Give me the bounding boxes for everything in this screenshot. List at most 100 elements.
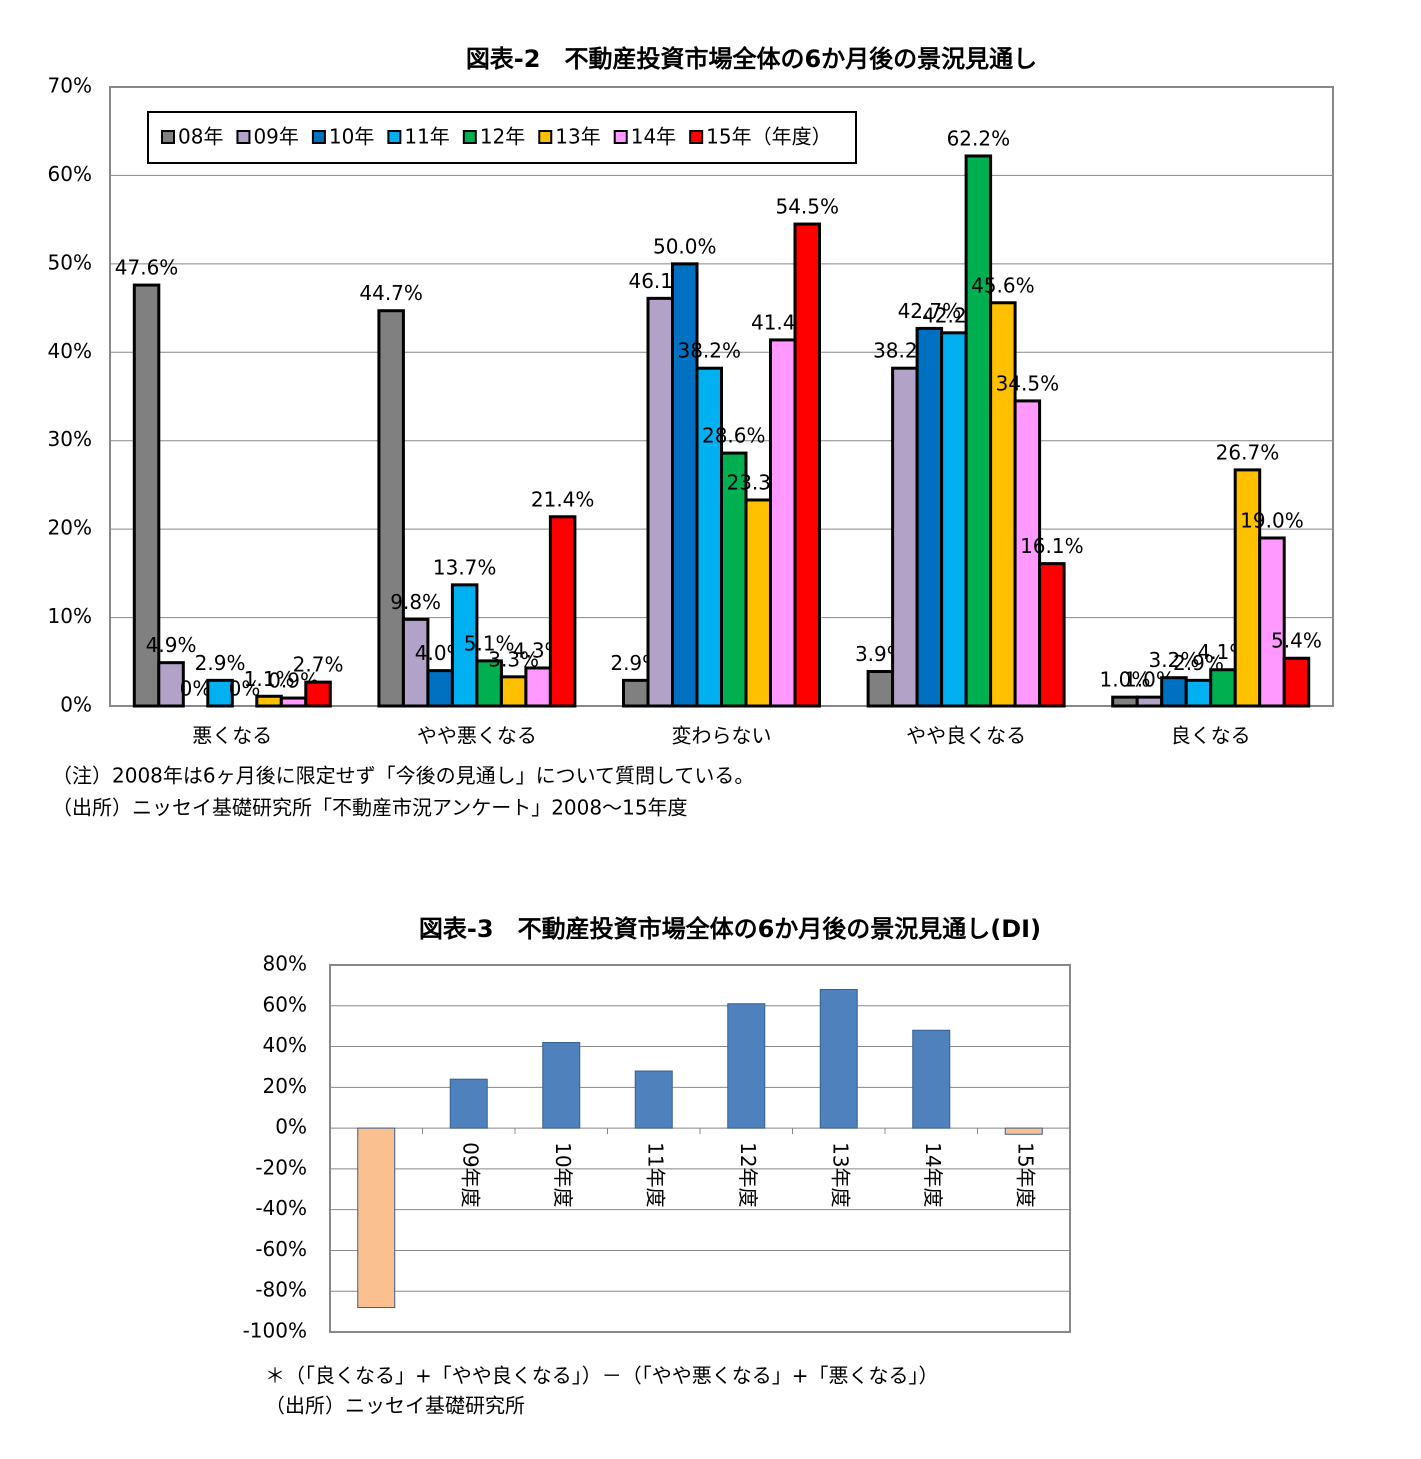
- x-tick-label: 10年度: [551, 1142, 575, 1207]
- x-tick-label: やや悪くなる: [417, 724, 537, 748]
- data-label: 4.9%: [146, 633, 197, 657]
- x-tick-label: 13年度: [828, 1142, 852, 1207]
- bar: [1282, 656, 1311, 708]
- data-label: 16.1%: [1020, 534, 1084, 558]
- bar: [1111, 695, 1139, 708]
- bar: [1209, 668, 1237, 708]
- y-tick-label: -20%: [255, 1155, 307, 1179]
- data-label: 50.0%: [653, 234, 717, 258]
- legend-swatch: [613, 130, 628, 144]
- y-tick-label: 10%: [48, 604, 92, 628]
- y-tick-label: 0%: [275, 1115, 307, 1139]
- bar: [475, 659, 503, 708]
- legend-label: 15年（年度）: [706, 125, 831, 149]
- bar: [548, 515, 577, 708]
- bar: [769, 338, 797, 708]
- y-tick-label: 80%: [263, 952, 307, 976]
- data-label: 0%: [180, 677, 212, 701]
- legend-swatch: [462, 130, 477, 144]
- note: （出所）ニッセイ基礎研究所: [265, 1394, 525, 1418]
- bar: [132, 283, 161, 708]
- x-tick-label: 悪くなる: [192, 724, 272, 748]
- data-label: 28.6%: [702, 424, 766, 448]
- data-label: 5.1%: [464, 631, 515, 655]
- data-label: 2.7%: [293, 653, 344, 677]
- bar: [279, 696, 308, 708]
- y-tick-label: 50%: [48, 250, 92, 274]
- bar: [720, 451, 748, 708]
- x-tick-label: 12年度: [736, 1142, 760, 1207]
- bar: [304, 680, 332, 708]
- data-label: 38.2%: [677, 339, 741, 363]
- bar: [989, 301, 1017, 708]
- bar: [1135, 695, 1164, 708]
- data-label: 34.5%: [996, 371, 1060, 395]
- bar: [1013, 399, 1042, 708]
- bar: [157, 661, 185, 708]
- note: （出所）ニッセイ基礎研究所「不動産市況アンケート」2008～15年度: [52, 796, 688, 820]
- data-label: 21.4%: [531, 487, 595, 511]
- note: ＊（「良くなる」+「やや良くなる」）－（「やや悪くなる」+「悪くなる」）: [265, 1364, 939, 1388]
- x-tick-label: 09年度: [458, 1142, 482, 1207]
- y-tick-label: 0%: [60, 693, 92, 717]
- legend-label: 10年: [329, 125, 374, 149]
- bar: [819, 988, 858, 1129]
- legend-label: 12年: [480, 125, 525, 149]
- data-label: 3.2%: [1149, 648, 1200, 672]
- y-tick-label: 40%: [48, 339, 92, 363]
- chart-title: 図表-3 不動産投資市場全体の6か月後の景況見通し(DI): [419, 915, 1041, 943]
- x-tick-label: 15年度: [1013, 1142, 1037, 1207]
- bar: [1038, 562, 1066, 708]
- bar: [255, 694, 283, 708]
- bar: [646, 296, 674, 708]
- data-label: 1.1%: [244, 667, 295, 691]
- bar: [891, 366, 919, 708]
- legend-label: 08年: [178, 125, 223, 149]
- bar: [912, 1029, 951, 1129]
- data-label: 44.7%: [359, 281, 423, 305]
- x-tick-label: やや良くなる: [906, 724, 1026, 748]
- bar: [1233, 468, 1262, 708]
- plot-frame: [329, 964, 1071, 1333]
- data-label: 45.6%: [971, 273, 1035, 297]
- legend-swatch: [689, 130, 704, 144]
- bar: [357, 1127, 396, 1309]
- y-tick-label: 70%: [48, 74, 92, 98]
- bar: [622, 678, 650, 708]
- bar: [524, 666, 552, 708]
- data-label: 5.4%: [1271, 629, 1322, 653]
- legend-swatch: [236, 130, 251, 144]
- data-label: 47.6%: [115, 256, 179, 280]
- data-label: 54.5%: [775, 195, 839, 219]
- legend-swatch: [538, 130, 553, 144]
- legend-swatch: [311, 130, 326, 144]
- bar: [401, 617, 430, 708]
- bar: [793, 222, 821, 708]
- bar: [727, 1003, 766, 1129]
- bar: [940, 331, 968, 708]
- legend-label: 14年: [631, 125, 676, 149]
- y-tick-label: 30%: [48, 427, 92, 451]
- data-label: 0%: [229, 677, 261, 701]
- legend-swatch: [387, 130, 402, 144]
- x-tick-label: 良くなる: [1171, 724, 1251, 748]
- bar: [206, 678, 234, 708]
- bar: [671, 262, 699, 708]
- bar: [377, 309, 405, 708]
- data-label: 26.7%: [1216, 440, 1280, 464]
- x-tick-label: 11年度: [643, 1142, 667, 1207]
- bar: [499, 675, 528, 708]
- y-tick-label: -40%: [255, 1196, 307, 1220]
- y-tick-label: -80%: [255, 1278, 307, 1302]
- y-tick-label: -100%: [243, 1319, 307, 1343]
- data-label: 2.9%: [195, 651, 246, 675]
- bar: [915, 326, 944, 708]
- y-tick-label: 40%: [263, 1033, 307, 1057]
- chart-title: 図表-2 不動産投資市場全体の6か月後の景況見通し: [466, 45, 1037, 73]
- y-tick-label: 60%: [263, 992, 307, 1016]
- y-tick-label: -60%: [255, 1237, 307, 1261]
- bar: [1258, 536, 1286, 708]
- data-label: 42.7%: [898, 299, 962, 323]
- bar: [964, 154, 993, 708]
